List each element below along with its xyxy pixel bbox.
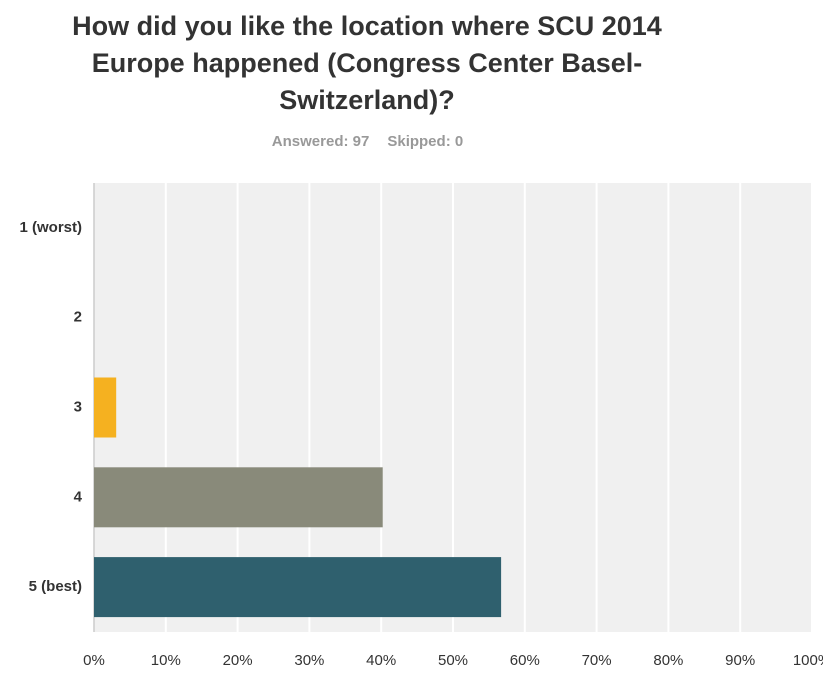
x-tick-label: 0% <box>83 652 105 669</box>
x-tick-label: 100% <box>793 652 823 669</box>
bar <box>94 557 502 618</box>
chart-title: How did you like the location where SCU … <box>72 11 662 115</box>
y-tick-label: 3 <box>74 398 82 415</box>
x-tick-label: 20% <box>223 652 253 669</box>
answered: Answered: 97 <box>271 133 370 150</box>
skipped: Skipped: 0 <box>387 133 464 150</box>
y-tick-label: 5 (best) <box>29 578 82 595</box>
response-summary: Answered: 97 Skipped: 0 <box>0 133 735 150</box>
x-tick-label: 40% <box>366 652 396 669</box>
x-tick-label: 10% <box>151 652 181 669</box>
bar <box>94 467 383 528</box>
y-tick-label: 2 <box>74 309 82 326</box>
x-tick-label: 80% <box>653 652 683 669</box>
x-tick-label: 30% <box>294 652 324 669</box>
x-tick-label: 60% <box>510 652 540 669</box>
bar <box>94 377 117 438</box>
x-tick-label: 50% <box>438 652 468 669</box>
y-tick-label: 4 <box>74 488 83 505</box>
x-tick-label: 70% <box>582 652 612 669</box>
x-tick-label: 90% <box>725 652 755 669</box>
y-tick-label: 1 (worst) <box>19 219 82 236</box>
